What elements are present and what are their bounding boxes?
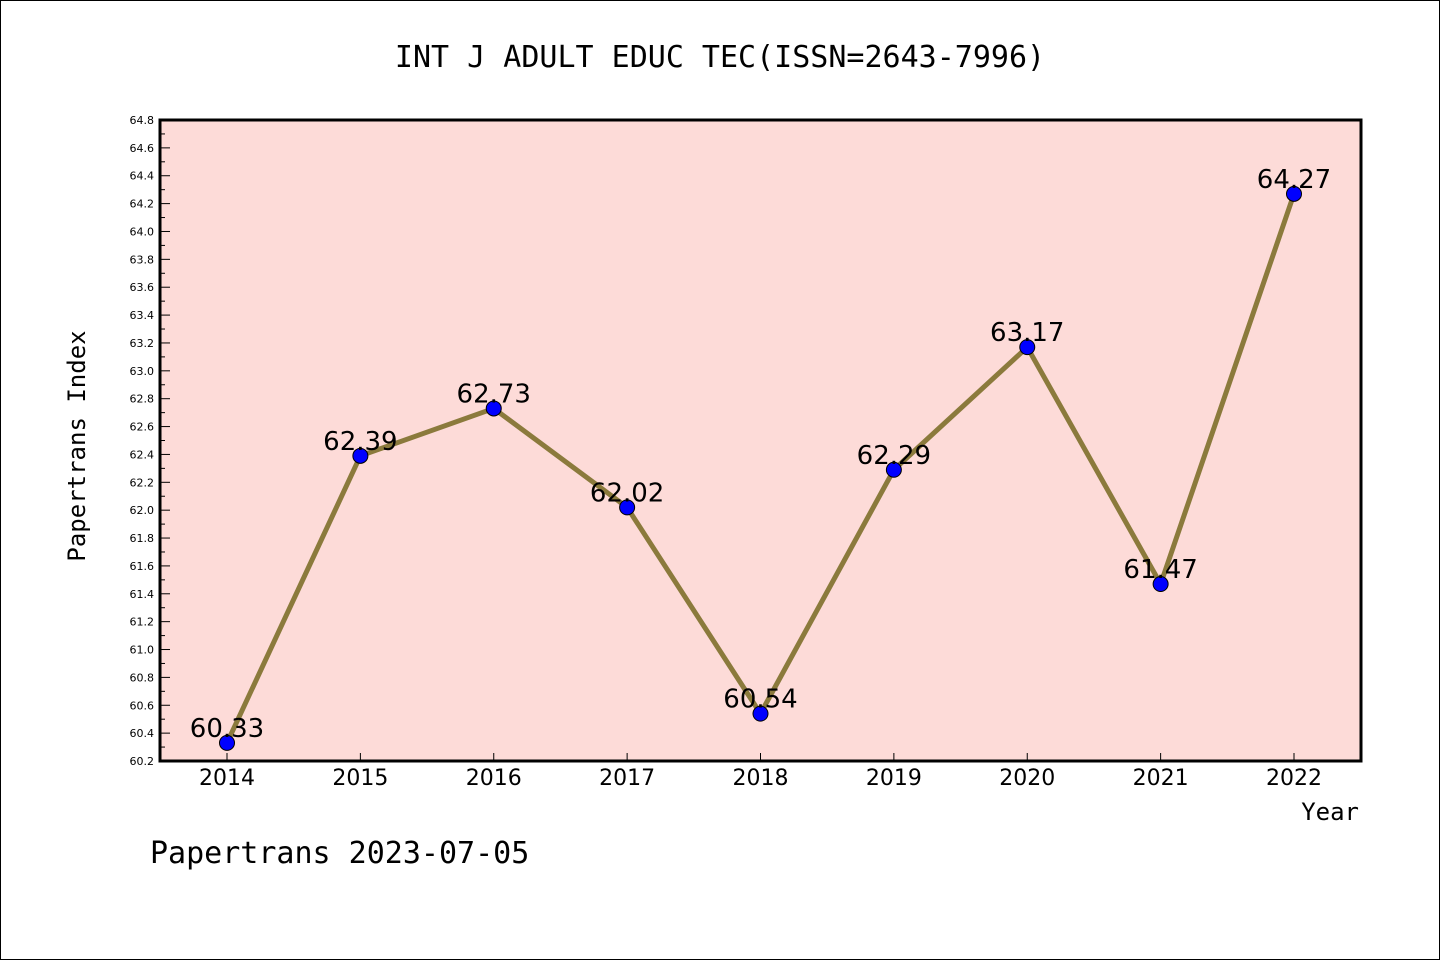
y-tick-label: 62.6 xyxy=(130,421,155,434)
x-axis-label: Year xyxy=(1301,798,1359,826)
y-tick-label: 61.0 xyxy=(130,644,155,657)
x-tick-label: 2016 xyxy=(466,766,522,791)
data-point xyxy=(219,734,235,751)
x-tick-label: 2020 xyxy=(999,766,1055,791)
data-point xyxy=(1019,339,1036,356)
y-tick-label: 62.4 xyxy=(130,448,155,461)
x-tick-label: 2014 xyxy=(199,766,255,791)
data-point xyxy=(885,461,902,478)
data-label: 62.29 xyxy=(857,441,931,471)
data-label: 62.39 xyxy=(323,427,397,457)
x-tick-label: 2021 xyxy=(1133,766,1189,791)
y-tick-label: 64.0 xyxy=(130,225,155,238)
x-tick-label: 2017 xyxy=(599,766,655,791)
y-tick-label: 60.4 xyxy=(130,727,155,740)
data-point xyxy=(752,705,769,722)
data-label: 63.17 xyxy=(990,318,1064,348)
y-tick-label: 60.6 xyxy=(130,699,155,712)
y-tick-label: 61.6 xyxy=(130,560,155,573)
y-tick-label: 61.8 xyxy=(130,532,155,545)
y-tick-label: 60.2 xyxy=(130,755,155,768)
data-label: 60.54 xyxy=(723,685,797,715)
y-tick-label: 64.4 xyxy=(130,170,155,183)
y-tick-label: 61.4 xyxy=(130,588,155,601)
data-point xyxy=(619,499,636,516)
plot-border xyxy=(158,118,1363,763)
y-tick-label: 61.2 xyxy=(130,616,155,629)
data-label: 61.47 xyxy=(1123,555,1197,585)
y-tick-label: 63.4 xyxy=(130,309,155,322)
x-tick-label: 2019 xyxy=(866,766,922,791)
y-tick-label: 63.0 xyxy=(130,365,155,378)
x-tick-label: 2018 xyxy=(733,766,789,791)
data-point xyxy=(1286,185,1302,202)
footer-text: Papertrans 2023-07-05 xyxy=(150,836,529,871)
chart-title: INT J ADULT EDUC TEC(ISSN=2643-7996) xyxy=(395,40,1045,75)
x-tick-label: 2022 xyxy=(1266,766,1322,791)
y-tick-label: 64.6 xyxy=(130,142,155,155)
plot-area xyxy=(160,120,1361,761)
y-axis: 60.2 60.4 60.6 60.8 61.0 61.2 61.4 61.6 61.8 62.0… xyxy=(130,114,170,768)
y-tick-label: 63.8 xyxy=(130,253,155,266)
data-labels: 60.33 62.39 62.73 62.02 60.54 62.29 63.17 61.47… xyxy=(190,165,1331,744)
data-label: 62.02 xyxy=(590,478,664,508)
y-tick-label: 62.8 xyxy=(130,393,155,406)
data-label: 64.27 xyxy=(1257,165,1331,195)
x-tick-label: 2015 xyxy=(332,766,388,791)
y-tick-label: 64.2 xyxy=(130,198,155,211)
data-points xyxy=(219,185,1302,751)
data-point xyxy=(1152,576,1169,593)
data-label: 62.73 xyxy=(457,379,531,409)
y-axis-label: Papertrans Index xyxy=(63,330,91,561)
x-axis: 2014 2015 2016 2017 2018 2019 2020 2021 2022 xyxy=(199,753,1322,791)
data-label: 60.33 xyxy=(190,714,264,744)
y-tick-label: 64.8 xyxy=(130,114,155,127)
y-tick-label: 62.2 xyxy=(130,476,155,489)
data-point xyxy=(352,447,369,464)
y-tick-label: 62.0 xyxy=(130,504,155,517)
y-tick-label: 60.8 xyxy=(130,671,155,684)
y-tick-label: 63.6 xyxy=(130,281,155,294)
y-tick-label: 63.2 xyxy=(130,337,155,350)
data-point xyxy=(485,400,502,417)
